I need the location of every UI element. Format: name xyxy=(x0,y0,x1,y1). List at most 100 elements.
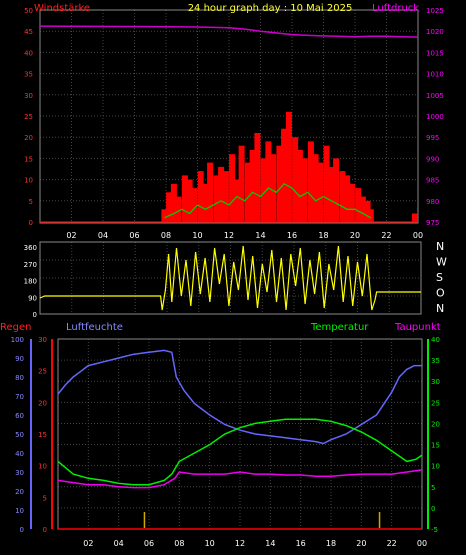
climate-x-tick-label: 20 xyxy=(356,539,366,548)
humidity-tick-label: 10 xyxy=(15,507,24,515)
humidity-tick-label: 60 xyxy=(15,412,24,420)
rain-tick-label: 30 xyxy=(38,336,47,344)
wind-gust-bar xyxy=(270,154,277,222)
wind-average-line xyxy=(164,182,372,219)
pressure-axis-label: Luftdruck xyxy=(372,3,419,14)
climate-x-tick-label: 08 xyxy=(174,539,184,548)
climate-x-tick-label: 12 xyxy=(235,539,245,548)
wind-gust-bar xyxy=(175,196,182,222)
temperature-tick-label: 30 xyxy=(431,378,440,386)
wind-gust-bar xyxy=(249,149,256,222)
wind-gust-bar xyxy=(213,175,220,222)
wind-tick-label: 20 xyxy=(24,134,33,142)
climate-x-tick-label: 00 xyxy=(417,539,427,548)
wind-gust-bar xyxy=(359,196,366,222)
humidity-line xyxy=(57,349,422,445)
wind-gust-bar xyxy=(276,145,283,222)
climate-x-tick-labels: 02 04 06 08 10 12 14 16 18 20 22 00 xyxy=(83,539,427,548)
wind-gust-bar xyxy=(328,166,335,222)
wind-gust-bar xyxy=(161,209,168,222)
wind-gust-bar xyxy=(355,188,362,222)
wind-tick-label: 15 xyxy=(24,155,33,163)
pressure-tick-label: 1015 xyxy=(426,49,444,57)
wind-tick-label: 40 xyxy=(24,49,33,57)
wind-gust-bar xyxy=(317,162,324,222)
climate-x-tick-label: 10 xyxy=(205,539,215,548)
humidity-tick-label: 30 xyxy=(15,469,24,477)
wind-x-tick-label: 18 xyxy=(318,231,328,240)
pressure-tick-label: 975 xyxy=(426,219,439,227)
pressure-tick-label: 1005 xyxy=(426,92,444,100)
climate-x-tick-label: 06 xyxy=(144,539,154,548)
humidity-tick-label: 50 xyxy=(15,431,24,439)
temperature-tick-label: 10 xyxy=(431,463,440,471)
wind-gust-bar xyxy=(244,162,251,222)
compass-label: N xyxy=(436,240,444,253)
pressure-tick-label: 1020 xyxy=(426,28,444,36)
compass-label: N xyxy=(436,302,444,315)
climate-panel: Regen Luftfeuchte Temperatur Taupunkt 0 1… xyxy=(0,322,441,548)
dewpoint-line xyxy=(57,469,423,489)
climate-x-tick-label: 14 xyxy=(265,539,275,548)
direction-tick-labels: 0 90 180 270 360 xyxy=(24,244,37,319)
wind-gust-bar xyxy=(186,179,193,222)
rain-tick-label: 5 xyxy=(43,494,47,502)
humidity-tick-label: 70 xyxy=(15,393,24,401)
temperature-tick-label: -5 xyxy=(431,526,438,534)
wind-tick-labels: 0 5 10 15 20 25 30 35 40 45 50 xyxy=(24,7,33,227)
wind-gust-bar xyxy=(307,141,314,222)
compass-label: S xyxy=(436,271,443,284)
wind-gust-bar xyxy=(367,209,374,222)
temperature-tick-label: 35 xyxy=(431,357,440,365)
temperature-tick-label: 20 xyxy=(431,420,440,428)
rain-markers xyxy=(143,512,381,528)
temperature-tick-label: 40 xyxy=(431,336,440,344)
wind-gust-bar xyxy=(191,188,198,222)
temperature-line xyxy=(57,418,423,486)
pressure-tick-label: 980 xyxy=(426,198,439,206)
temperature-tick-labels: -5 0 5 10 15 20 25 30 35 40 xyxy=(431,336,440,534)
humidity-tick-labels: 0 10 20 30 40 50 60 70 80 90 100 xyxy=(11,336,24,534)
direction-tick-label: 0 xyxy=(33,311,37,319)
compass-label: O xyxy=(436,287,445,300)
humidity-tick-label: 100 xyxy=(11,336,24,344)
wind-gust-bar xyxy=(202,183,209,222)
wind-tick-label: 45 xyxy=(24,28,33,36)
wind-direction-line xyxy=(39,245,421,311)
temperature-tick-label: 15 xyxy=(431,442,440,450)
wind-gust-bar xyxy=(364,200,371,222)
wind-gust-bar xyxy=(222,171,229,222)
climate-x-tick-label: 04 xyxy=(114,539,124,548)
temperature-tick-label: 25 xyxy=(431,399,440,407)
wind-gust-bar xyxy=(254,133,261,222)
pressure-tick-labels: 975 980 985 990 995 1000 1005 1010 1015 1020 1025 xyxy=(426,7,444,227)
wind-gust-bar xyxy=(197,171,204,222)
climate-x-tick-label: 22 xyxy=(387,539,397,548)
wind-gust-bar xyxy=(238,145,245,222)
wind-gust-bar xyxy=(218,166,225,222)
wind-x-tick-label: 14 xyxy=(255,231,265,240)
wind-x-tick-label: 00 xyxy=(413,231,423,240)
wind-gust-bars xyxy=(161,111,418,222)
wind-gust-bar xyxy=(348,183,355,222)
humidity-tick-label: 90 xyxy=(15,355,24,363)
wind-gust-bar xyxy=(170,183,177,222)
climate-x-tick-label: 18 xyxy=(326,539,336,548)
wind-tick-label: 50 xyxy=(24,7,33,15)
pressure-tick-label: 1025 xyxy=(426,7,444,15)
wind-tick-label: 10 xyxy=(24,177,33,185)
wind-x-tick-label: 10 xyxy=(192,231,202,240)
wind-gust-bar xyxy=(265,141,272,222)
wind-gust-bar xyxy=(339,171,346,222)
temperature-tick-label: 0 xyxy=(431,505,435,513)
wind-gust-bar xyxy=(181,175,188,222)
climate-x-tick-label: 16 xyxy=(296,539,306,548)
rain-tick-labels: 0 5 10 15 20 25 30 xyxy=(38,336,47,534)
wind-gust-bar xyxy=(344,175,351,222)
compass-label: W xyxy=(436,256,447,269)
rain-tick-label: 15 xyxy=(38,431,47,439)
humidity-tick-label: 0 xyxy=(20,526,24,534)
wind-gust-bar xyxy=(233,179,240,222)
humidity-tick-label: 20 xyxy=(15,488,24,496)
